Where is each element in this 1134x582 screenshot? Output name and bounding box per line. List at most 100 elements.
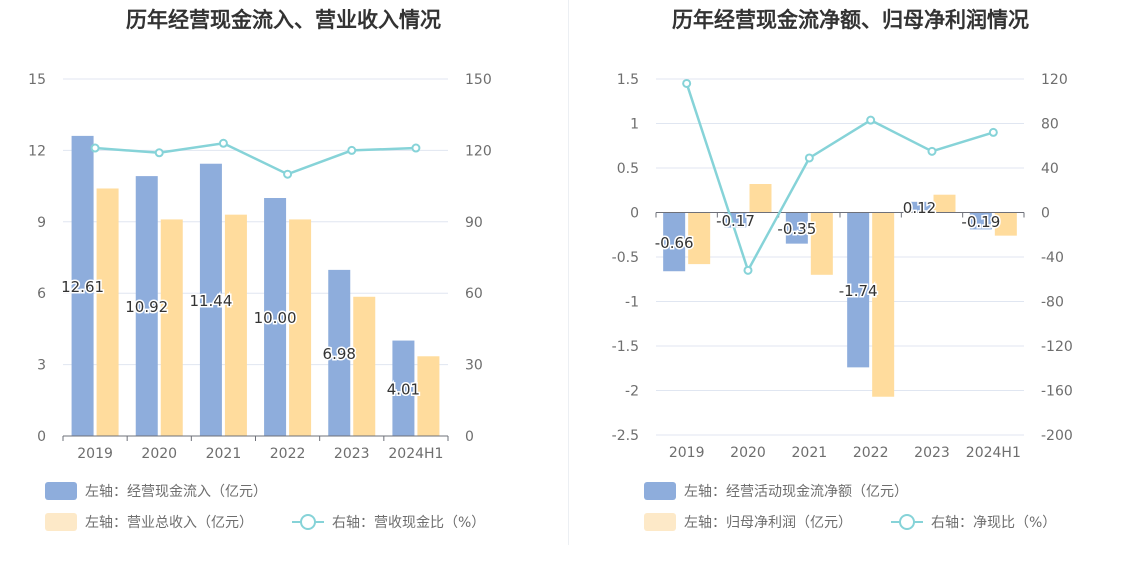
ratio-point-4 [927,146,937,156]
y-left-tick-label: 0 [630,206,639,222]
legend-line-circle-icon [292,513,324,531]
bar-secondary-1 [160,219,183,436]
bar-data-label: 12.61 [61,278,104,296]
bar-data-label: 6.98 [323,345,356,363]
y-left-tick-label: -1.5 [612,339,639,355]
x-tick-label: 2023 [914,445,950,461]
y-left-tick-label: 1.5 [617,72,639,88]
chart-right-plot: -2.5 -2 -1.5 -1 -0.5 0 0.5 1 1.5 -200 -160 -120 -80 -… [612,72,1073,461]
legend-right-net-cash-ratio[interactable]: 右轴：净现比（%） [891,512,1056,532]
y-right-tick-label: -160 [1041,384,1073,400]
bar-3 [264,198,287,436]
y-right-tick-label: -80 [1041,295,1064,311]
x-tick-label: 2020 [730,445,766,461]
legend-swatch-blue [644,482,676,500]
y-left-tick-label: 1 [630,117,639,133]
legend-label: 左轴：经营现金流入（亿元） [85,484,267,500]
bar-secondary-3 [872,212,895,397]
bar-data-label: -1.74 [839,282,878,300]
x-tick-label: 2020 [141,446,177,462]
bar-data-label: 4.01 [387,380,420,398]
y-left-tick-label: 9 [37,215,46,231]
x-tick-label: 2021 [206,446,242,462]
y-right-tick-label: 30 [465,358,483,374]
bar-data-label: -0.35 [777,220,816,238]
bar-0 [663,212,686,272]
legend-left-cash-inflow[interactable]: 左轴：经营现金流入（亿元） [45,481,267,501]
y-right-tick-label: 40 [1041,161,1059,177]
bar-secondary-4 [353,296,376,436]
y-right-tick-label: 60 [465,286,483,302]
bar-4 [908,201,931,213]
y-right-tick-label: -40 [1041,250,1064,266]
legend-label: 左轴：营业总收入（亿元） [85,515,253,531]
bar-secondary-1 [749,184,772,213]
y-left-tick-label: 12 [28,143,46,159]
chart-left-title: 历年经营现金流入、营业收入情况 [126,8,441,32]
legend-right-net-profit[interactable]: 左轴：归母净利润（亿元） [644,512,852,532]
legend-label: 右轴：净现比（%） [931,515,1057,531]
y-left-tick-label: 0.5 [617,161,639,177]
bar-1 [135,176,158,436]
legend-label: 左轴：归母净利润（亿元） [684,515,852,531]
y-right-tick-label: 90 [465,215,483,231]
bar-data-label: 11.44 [189,292,232,310]
legend-swatch-orange [45,513,77,531]
ratio-line [94,141,416,176]
y-right-tick-label: 120 [1041,72,1068,88]
y-right-tick-label: 150 [465,72,492,88]
bar-2 [199,163,222,436]
bar-secondary-5 [994,212,1017,236]
y-left-tick-label: -2 [625,384,639,400]
ratio-point-5 [988,127,998,137]
chart-panel-left: 0 3 6 9 12 15 0 30 60 90 120 150 2019 2020 2021 2022 202… [28,8,492,532]
y-left-tick-label: 0 [37,429,46,445]
bar-data-label: 10.92 [125,298,168,316]
bar-4 [328,269,351,436]
bar-data-label: -0.17 [716,212,755,230]
bar-secondary-2 [810,212,833,275]
y-left-tick-label: -0.5 [612,250,639,266]
bar-0 [71,135,94,436]
bar-secondary-3 [289,219,312,436]
bar-2 [785,212,808,244]
y-right-tick-label: 80 [1041,117,1059,133]
x-tick-label: 2024H1 [388,446,443,462]
bar-data-label: 10.00 [254,309,297,327]
y-right-tick-label: -120 [1041,339,1073,355]
bar-secondary-2 [224,214,247,436]
ratio-line [685,83,994,274]
legend-left-cash-ratio[interactable]: 右轴：营收现金比（%） [292,512,485,532]
y-left-tick-label: -2.5 [612,428,639,444]
bar-secondary-0 [96,188,119,436]
ratio-point-3 [866,115,876,125]
y-right-tick-label: -200 [1041,428,1073,444]
legend-label: 左轴：经营活动现金流净额（亿元） [684,484,908,500]
chart-right-title: 历年经营现金流净额、归母净利润情况 [672,8,1029,32]
ratio-point-1 [154,148,164,158]
legend-line-circle-icon [891,513,923,531]
legend-label: 右轴：营收现金比（%） [332,515,486,531]
y-right-tick-label: 120 [465,143,492,159]
y-left-tick-label: 6 [37,286,46,302]
y-left-tick-label: 15 [28,72,46,88]
bar-secondary-4 [933,194,956,213]
ratio-point-4 [347,145,357,155]
bar-data-label: -0.19 [961,213,1000,231]
y-right-tick-label: 0 [465,429,474,445]
y-left-tick-label: -1 [625,295,639,311]
x-tick-label: 2021 [792,445,828,461]
panel-divider [568,0,569,545]
bar-data-label: 0.12 [903,199,936,217]
ratio-point-2 [218,138,228,148]
legend-left-revenue[interactable]: 左轴：营业总收入（亿元） [45,512,253,532]
x-tick-label: 2022 [853,445,889,461]
bar-secondary-0 [688,212,711,265]
legend-right-net-cash-flow[interactable]: 左轴：经营活动现金流净额（亿元） [644,481,908,501]
x-tick-label: 2019 [77,446,113,462]
y-right-tick-label: 0 [1041,206,1050,222]
legend-swatch-blue [45,482,77,500]
y-left-tick-label: 3 [37,358,46,374]
ratio-point-5 [411,143,421,153]
